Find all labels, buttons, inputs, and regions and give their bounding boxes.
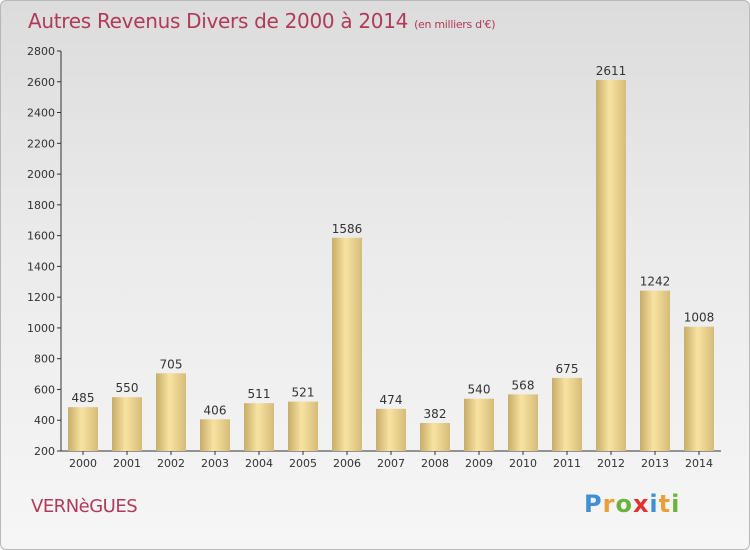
x-tick-label: 2009 (465, 457, 493, 470)
x-tick-label: 2010 (509, 457, 537, 470)
chart-title: Autres Revenus Divers de 2000 à 2014 (en … (28, 9, 496, 33)
bar-value-label: 521 (292, 386, 315, 400)
bar (596, 80, 626, 452)
bar-value-label: 705 (160, 357, 183, 371)
y-tick-label: 2000 (27, 168, 55, 181)
bar-value-label: 1008 (684, 311, 715, 325)
x-tick-label: 2011 (553, 457, 581, 470)
bar (420, 423, 450, 451)
x-tick-label: 2014 (685, 457, 713, 470)
y-tick-label: 2400 (27, 107, 55, 120)
bar-value-label: 485 (72, 391, 95, 405)
bar (464, 398, 494, 451)
y-tick-label: 1800 (27, 199, 55, 212)
commune-name: VERNèGUES (31, 496, 138, 517)
bar-value-label: 675 (556, 362, 579, 376)
bar-value-label: 550 (116, 381, 139, 395)
y-tick-label: 2200 (27, 137, 55, 150)
x-tick-label: 2004 (245, 457, 273, 470)
x-tick-label: 2001 (113, 457, 141, 470)
x-tick-label: 2003 (201, 457, 229, 470)
proxiti-logo: Proxiti (584, 490, 681, 518)
bar (68, 407, 98, 451)
x-tick-label: 2005 (289, 457, 317, 470)
x-tick-label: 2006 (333, 457, 361, 470)
y-tick-label: 2800 (27, 45, 55, 58)
y-tick-label: 800 (34, 353, 55, 366)
bar-value-label: 474 (380, 393, 403, 407)
bar (200, 419, 230, 451)
bar-value-label: 1242 (640, 275, 671, 289)
bar (376, 408, 406, 451)
y-tick-label: 200 (34, 445, 55, 458)
x-tick-label: 2007 (377, 457, 405, 470)
y-tick-label: 1200 (27, 291, 55, 304)
y-tick-label: 1400 (27, 260, 55, 273)
bar-value-label: 568 (512, 378, 535, 392)
y-tick-label: 600 (34, 383, 55, 396)
bar (640, 290, 670, 451)
x-tick-label: 2002 (157, 457, 185, 470)
bar (508, 394, 538, 451)
bar-value-label: 2611 (596, 64, 627, 78)
y-tick-label: 2600 (27, 76, 55, 89)
y-tick-label: 1600 (27, 230, 55, 243)
x-tick-label: 2008 (421, 457, 449, 470)
bar (288, 401, 318, 451)
x-tick-label: 2013 (641, 457, 669, 470)
bar-value-label: 1586 (332, 222, 363, 236)
bar (112, 397, 142, 451)
bars (68, 80, 714, 452)
x-tick-label: 2000 (69, 457, 97, 470)
bar (244, 403, 274, 451)
bar-value-label: 540 (468, 383, 491, 397)
y-tick-label: 1000 (27, 322, 55, 335)
bar-value-label: 406 (204, 403, 227, 417)
bar (156, 373, 186, 451)
bar (332, 237, 362, 451)
bar (552, 377, 582, 451)
y-tick-label: 400 (34, 414, 55, 427)
x-tick-label: 2012 (597, 457, 625, 470)
bar-value-label: 511 (248, 387, 271, 401)
data-labels: 485 550 705 406 511 521 1586 474 382 540 568 675 261… (72, 64, 715, 421)
bar (684, 326, 714, 451)
axes: 200 400 600 800 1000 1200 1400 1600 1800 2000 2200… (27, 45, 721, 470)
chart-unit: (en milliers d'€) (414, 18, 496, 31)
bar-value-label: 382 (424, 407, 447, 421)
